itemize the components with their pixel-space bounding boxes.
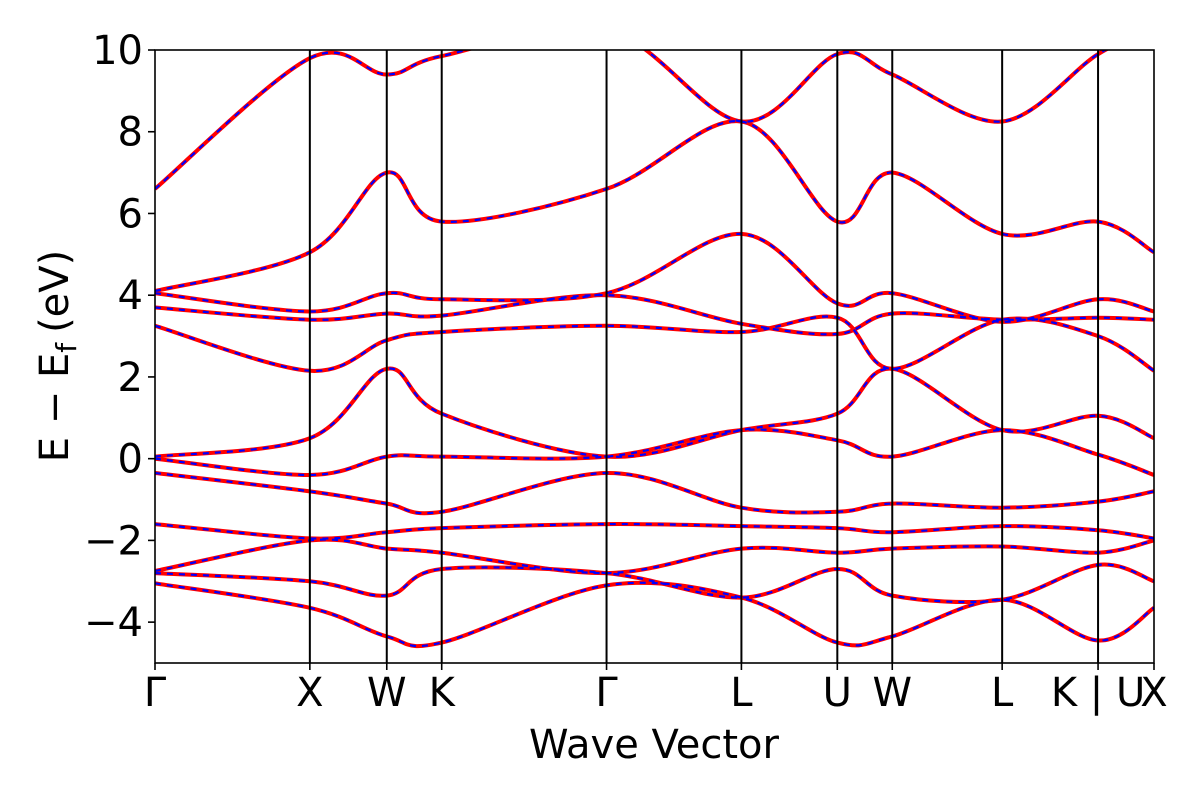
y-tick-label: 8: [118, 110, 143, 156]
x-tick-label: W: [367, 670, 407, 716]
y-axis: −4 −2 0 2 4 6 8 10: [84, 28, 155, 646]
plot-frame: [154, 49, 1155, 664]
band-dashed-5: [155, 428, 1154, 477]
band-solid-3: [155, 522, 1154, 541]
y-tick-label: 10: [92, 28, 143, 74]
band-dashed-9: [155, 232, 1154, 323]
y-tick-label: 2: [118, 355, 143, 401]
y-tick-label: 6: [118, 191, 143, 237]
x-tick-label: L: [730, 670, 753, 716]
y-tick-label: −2: [84, 518, 143, 564]
y-tick-label: 0: [118, 437, 143, 483]
x-tick-label: L: [991, 670, 1014, 716]
y-tick-label: −4: [84, 600, 143, 646]
band-solid-2: [155, 537, 1154, 576]
high-symmetry-lines: [308, 50, 1100, 663]
band-dashed-1: [155, 563, 1154, 604]
x-tick-label: K: [429, 670, 457, 716]
x-tick-label: U: [823, 670, 852, 716]
band-dashed-11: [155, 50, 1108, 190]
y-axis-title: E − Ef (eV): [32, 250, 83, 463]
y-tick-label: 4: [118, 273, 143, 319]
band-solid-7: [155, 314, 1154, 373]
band-solid-10: [155, 119, 1154, 294]
y-axis-title-unit: (eV): [32, 250, 78, 333]
band-solid-9: [155, 231, 1154, 324]
band-dashed-6: [155, 367, 1154, 458]
x-tick-label: Γ: [595, 670, 618, 716]
band-dashed-7: [155, 315, 1154, 372]
band-dashed-4: [155, 471, 1154, 515]
x-tick-label: Γ: [144, 670, 167, 716]
x-tick-label: X: [296, 670, 323, 716]
x-tick-label: X: [1140, 670, 1167, 716]
band-solid-0: [155, 580, 1154, 649]
band-solid-6: [155, 366, 1154, 459]
band-dashed-3: [155, 522, 1154, 540]
y-axis-title-main: E − E: [32, 353, 78, 463]
band-dashed-0: [155, 581, 1154, 648]
x-tick-label: K | U: [1051, 670, 1145, 716]
bands-layer: [155, 50, 1154, 649]
x-tick-label: W: [872, 670, 912, 716]
band-dashed-10: [155, 120, 1154, 293]
y-axis-title-subscript: f: [50, 342, 83, 353]
x-axis-title: Wave Vector: [529, 722, 780, 768]
